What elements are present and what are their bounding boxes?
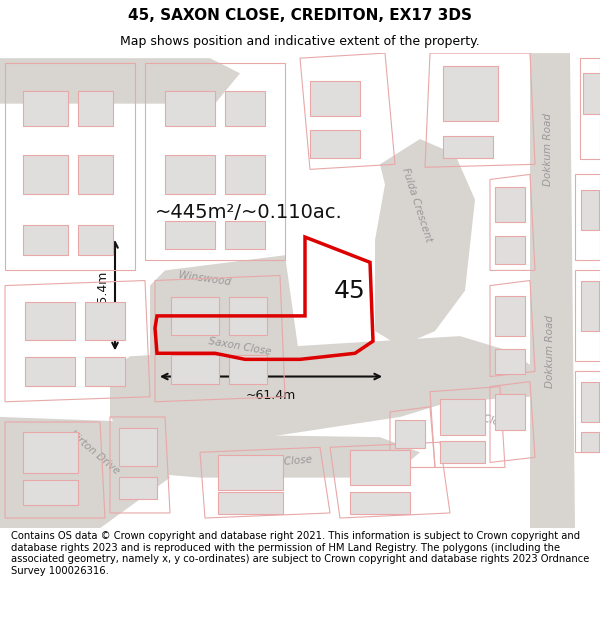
Polygon shape — [171, 297, 219, 335]
Polygon shape — [310, 81, 360, 116]
Text: Dokkum Road: Dokkum Road — [543, 112, 553, 186]
Polygon shape — [77, 155, 113, 194]
Polygon shape — [225, 221, 265, 249]
Polygon shape — [77, 225, 113, 255]
Polygon shape — [218, 492, 283, 514]
Polygon shape — [581, 281, 599, 331]
Polygon shape — [443, 136, 493, 158]
Text: Saxon Close: Saxon Close — [248, 454, 312, 470]
Polygon shape — [225, 91, 265, 126]
Polygon shape — [375, 139, 475, 346]
Text: Dokkum Road: Dokkum Road — [545, 315, 555, 388]
Polygon shape — [218, 455, 283, 490]
Polygon shape — [119, 428, 157, 466]
Polygon shape — [171, 355, 219, 384]
Polygon shape — [495, 187, 525, 222]
Text: 45, SAXON CLOSE, CREDITON, EX17 3DS: 45, SAXON CLOSE, CREDITON, EX17 3DS — [128, 8, 472, 23]
Polygon shape — [581, 382, 599, 422]
Text: ~445m²/~0.110ac.: ~445m²/~0.110ac. — [155, 203, 343, 222]
Polygon shape — [23, 432, 77, 472]
Polygon shape — [50, 432, 420, 478]
Polygon shape — [110, 336, 540, 447]
Polygon shape — [23, 480, 77, 506]
Text: Contains OS data © Crown copyright and database right 2021. This information is : Contains OS data © Crown copyright and d… — [11, 531, 589, 576]
Polygon shape — [85, 302, 125, 340]
Text: Map shows position and indicative extent of the property.: Map shows position and indicative extent… — [120, 35, 480, 48]
Polygon shape — [25, 302, 75, 340]
Polygon shape — [23, 155, 67, 194]
Polygon shape — [165, 155, 215, 194]
Polygon shape — [23, 225, 67, 255]
Text: Saxon Close: Saxon Close — [208, 336, 272, 357]
Polygon shape — [439, 399, 485, 434]
Polygon shape — [395, 420, 425, 448]
Polygon shape — [581, 432, 599, 452]
Polygon shape — [165, 91, 215, 126]
Polygon shape — [495, 394, 525, 429]
Polygon shape — [23, 91, 67, 126]
Polygon shape — [310, 130, 360, 158]
Polygon shape — [530, 53, 575, 528]
Text: 45: 45 — [334, 279, 366, 302]
Text: ~35.4m: ~35.4m — [96, 270, 109, 321]
Text: ~61.4m: ~61.4m — [246, 389, 296, 402]
Polygon shape — [495, 296, 525, 336]
Text: Fulda Crescent: Fulda Crescent — [400, 166, 433, 243]
Polygon shape — [225, 155, 265, 194]
Polygon shape — [350, 492, 410, 514]
Polygon shape — [443, 66, 497, 121]
Text: Saxon Close: Saxon Close — [448, 404, 512, 430]
Polygon shape — [229, 297, 267, 335]
Polygon shape — [581, 189, 599, 230]
Polygon shape — [0, 417, 170, 528]
Polygon shape — [119, 477, 157, 499]
Polygon shape — [165, 221, 215, 249]
Polygon shape — [583, 73, 600, 114]
Polygon shape — [150, 255, 305, 422]
Text: Winswood: Winswood — [178, 270, 232, 287]
Polygon shape — [85, 357, 125, 386]
Polygon shape — [229, 355, 267, 384]
Text: Kirton Drive: Kirton Drive — [68, 429, 122, 476]
Polygon shape — [350, 450, 410, 485]
Polygon shape — [0, 58, 240, 104]
Polygon shape — [439, 441, 485, 464]
Polygon shape — [495, 349, 525, 374]
Polygon shape — [25, 357, 75, 386]
Polygon shape — [77, 91, 113, 126]
Polygon shape — [495, 236, 525, 264]
